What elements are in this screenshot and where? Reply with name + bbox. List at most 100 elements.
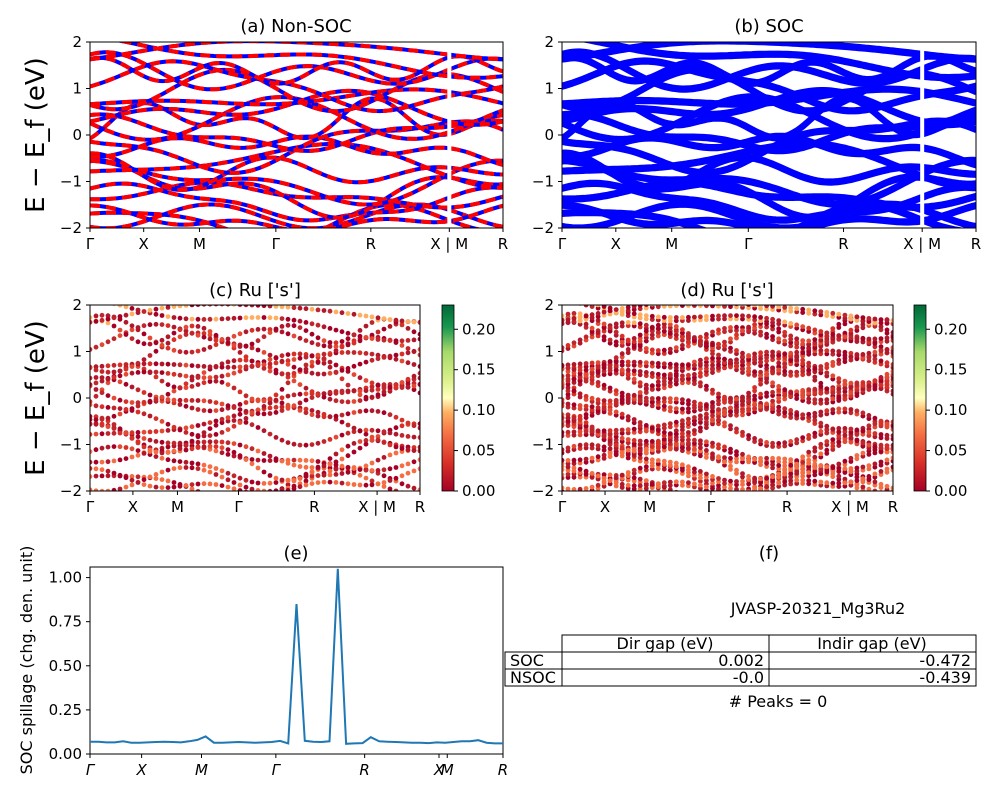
projection-dot	[794, 357, 800, 363]
projection-dot	[866, 474, 872, 479]
panel-a-bands	[90, 42, 503, 228]
projection-dot	[577, 460, 583, 466]
projection-dot	[195, 382, 201, 387]
projection-dot	[637, 359, 643, 365]
projection-dot	[171, 424, 177, 430]
projection-dot	[619, 343, 625, 348]
projection-dot	[643, 332, 649, 337]
projection-dot	[589, 334, 595, 340]
projection-dot	[345, 399, 351, 405]
projection-dot	[297, 476, 303, 481]
projection-dot	[613, 483, 619, 489]
projection-dot	[285, 358, 291, 364]
projection-dot	[381, 355, 387, 360]
projection-dot	[728, 482, 733, 487]
projection-dot	[565, 385, 571, 391]
projection-dot	[680, 343, 685, 348]
projection-dot	[243, 489, 249, 491]
projection-dot	[565, 429, 571, 435]
projection-dot	[153, 340, 159, 346]
projection-dot	[680, 362, 685, 368]
projection-dot	[782, 396, 788, 402]
projection-dot	[165, 345, 171, 351]
projection-dot	[631, 392, 637, 398]
projection-dot	[619, 472, 625, 478]
projection-dot	[619, 427, 625, 433]
projection-dot	[177, 402, 183, 407]
projection-dot	[405, 461, 411, 467]
projection-dot	[806, 387, 812, 392]
projection-dot	[201, 305, 207, 307]
projection-dot	[764, 390, 769, 396]
projection-dot	[680, 330, 685, 336]
projection-dot	[890, 380, 893, 386]
projection-dot	[369, 408, 375, 414]
projection-dot	[195, 439, 201, 445]
projection-dot	[613, 398, 619, 403]
projection-dot	[111, 369, 117, 375]
projection-dot	[764, 401, 769, 407]
projection-dot	[417, 364, 420, 369]
projection-dot	[249, 305, 255, 308]
projection-dot	[243, 477, 249, 483]
projection-dot	[393, 414, 399, 420]
projection-dot	[321, 391, 327, 396]
projection-dot	[782, 338, 788, 344]
projection-dot	[601, 398, 607, 403]
projection-dot	[297, 335, 303, 341]
projection-dot	[565, 433, 571, 438]
projection-dot	[824, 313, 830, 319]
projection-dot	[571, 388, 577, 394]
projection-dot	[800, 435, 806, 440]
projection-dot	[824, 310, 830, 315]
projection-dot	[417, 435, 420, 440]
projection-dot	[195, 316, 201, 322]
projection-dot	[165, 382, 171, 387]
ytick-label: −1	[532, 173, 554, 191]
xtick-label: Γ	[86, 761, 96, 779]
projection-dot	[351, 311, 357, 317]
projection-dot	[309, 473, 315, 479]
projection-dot	[625, 417, 631, 423]
projection-dot	[171, 337, 177, 343]
projection-dot	[770, 455, 775, 461]
xtick-label: Γ	[234, 498, 243, 516]
projection-dot	[655, 348, 661, 353]
projection-dot	[562, 415, 565, 421]
projection-dot	[890, 334, 893, 340]
projection-dot	[848, 469, 854, 475]
ytick-label: 0	[72, 126, 82, 144]
projection-dot	[836, 433, 842, 438]
projection-dot	[692, 451, 697, 457]
panel-d-dots	[562, 305, 893, 491]
projection-dot	[619, 430, 625, 436]
projection-dot	[153, 416, 159, 421]
projection-dot	[219, 337, 225, 342]
projection-dot	[291, 441, 297, 447]
projection-dot	[177, 440, 183, 446]
projection-dot	[369, 357, 375, 363]
projection-dot	[601, 483, 607, 489]
projection-dot	[399, 351, 405, 357]
projection-dot	[661, 361, 667, 367]
projection-dot	[90, 449, 93, 454]
projection-dot	[619, 449, 625, 454]
projection-dot	[583, 334, 589, 340]
projection-dot	[90, 375, 93, 381]
projection-dot	[117, 457, 123, 463]
projection-dot	[770, 440, 775, 446]
projection-dot	[207, 375, 213, 380]
projection-dot	[866, 336, 872, 342]
projection-dot	[177, 446, 183, 451]
projection-dot	[776, 480, 782, 486]
projection-dot	[583, 403, 589, 409]
projection-dot	[631, 457, 637, 463]
projection-dot	[562, 457, 565, 463]
projection-dot	[159, 378, 165, 384]
projection-dot	[297, 325, 303, 330]
projection-dot	[812, 390, 818, 395]
projection-dot	[824, 408, 830, 414]
projection-dot	[806, 371, 812, 376]
projection-dot	[417, 331, 420, 337]
